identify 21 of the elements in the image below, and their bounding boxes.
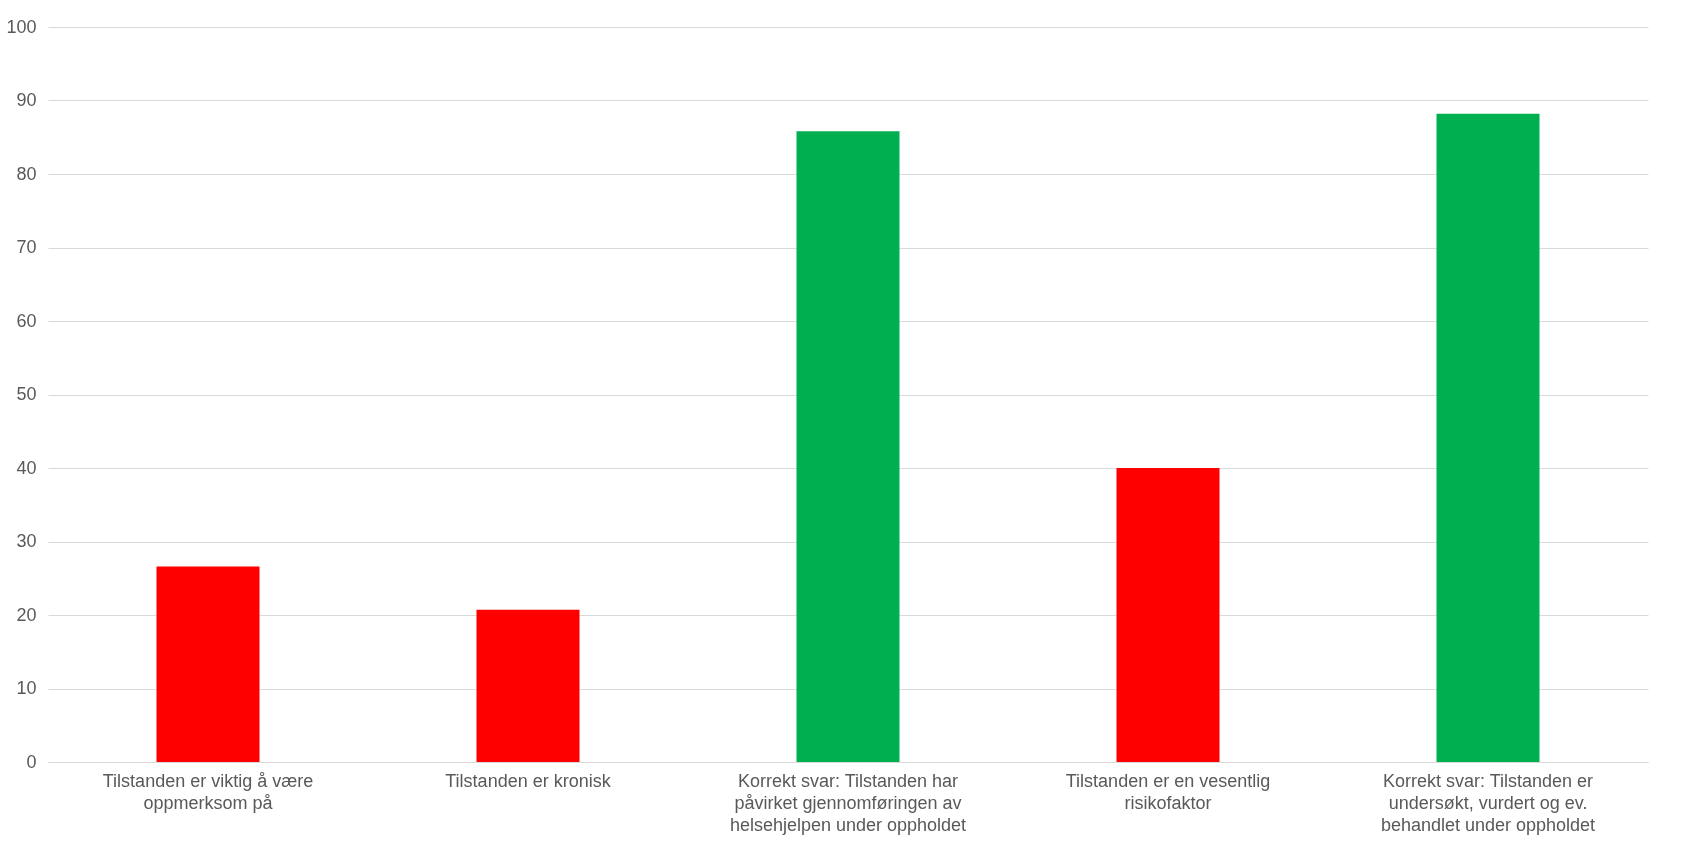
y-tick-label: 100 — [6, 16, 37, 37]
y-tick-label: 20 — [16, 604, 37, 625]
x-tick-label: Korrekt svar: Tilstanden har påvirket gjennomføringen av helsehjelpen under oppholdet — [729, 770, 967, 835]
y-tick-label: 70 — [16, 237, 37, 257]
y-tick-label: 10 — [16, 678, 37, 698]
y-tick-label: 50 — [16, 384, 37, 404]
y-tick-label: 90 — [16, 90, 37, 110]
y-tick-label: 60 — [16, 310, 37, 331]
y-tick-label: 0 — [26, 751, 37, 772]
bar — [1436, 113, 1540, 762]
x-tick-label: Tilstanden er en vesentlig risikofaktor — [1065, 770, 1271, 813]
x-tick-label: Tilstanden er kronisk — [445, 770, 612, 791]
x-tick-label: Korrekt svar: Tilstanden er undersøkt, vurdert og ev. behandlet under oppholdet — [1380, 770, 1596, 835]
y-tick-label: 40 — [16, 457, 37, 478]
bar — [1116, 468, 1220, 762]
bar — [156, 566, 260, 762]
y-tick-label: 30 — [16, 531, 37, 551]
y-tick-label: 80 — [16, 163, 37, 184]
bar — [796, 131, 900, 762]
bar — [476, 609, 580, 762]
x-tick-label: Tilstanden er viktig å være oppmerksom på — [102, 770, 314, 813]
